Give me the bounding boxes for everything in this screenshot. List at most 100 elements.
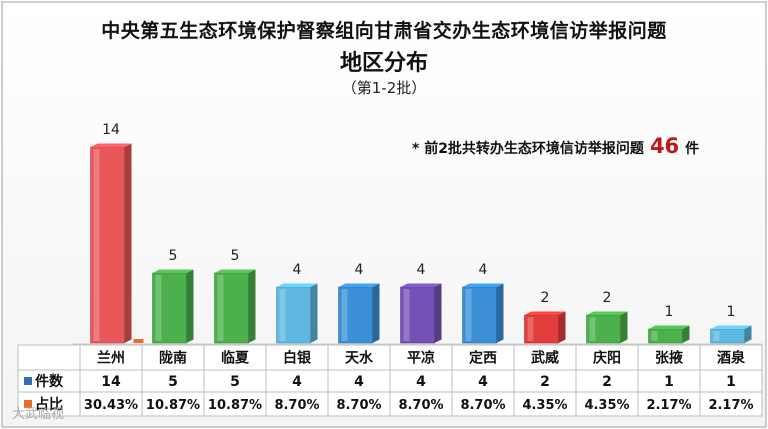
bar-highlight xyxy=(341,289,348,341)
percent-cell: 4.35% xyxy=(584,398,629,413)
bar-top xyxy=(648,325,690,329)
bar-highlight xyxy=(279,289,286,341)
percent-cell: 10.87% xyxy=(208,398,262,413)
percent-cell: 8.70% xyxy=(336,398,381,413)
category-label: 白银 xyxy=(283,350,312,367)
bar-1: 14 xyxy=(90,122,132,344)
bar-highlight xyxy=(93,149,100,341)
chart-subtitle: 地区分布 xyxy=(339,51,428,76)
batch-label: （第1-2批） xyxy=(341,79,427,97)
pct-series-marker xyxy=(133,339,144,343)
bar-highlight xyxy=(589,317,596,341)
percent-cell: 4.35% xyxy=(522,398,567,413)
bar-11: 1 xyxy=(710,304,752,344)
bar-top xyxy=(276,283,318,287)
bar-front xyxy=(400,286,435,344)
percent-cell: 8.70% xyxy=(398,398,443,413)
bar-side xyxy=(186,269,194,343)
bar-8: 2 xyxy=(524,290,566,344)
count-cell: 4 xyxy=(478,374,488,390)
bar-top xyxy=(524,311,566,315)
count-cell: 2 xyxy=(602,374,612,390)
bar-front xyxy=(276,286,311,344)
percent-cell: 8.70% xyxy=(274,398,319,413)
bar-side xyxy=(372,283,380,343)
bar-value-label: 2 xyxy=(603,290,612,306)
bar-side xyxy=(124,143,132,343)
count-cell: 5 xyxy=(230,374,240,390)
bar-highlight xyxy=(527,317,534,341)
bar-side xyxy=(744,325,752,343)
bar-top xyxy=(710,325,752,329)
bar-side xyxy=(558,311,566,343)
bar-highlight xyxy=(651,331,658,341)
bar-front xyxy=(524,314,559,344)
bar-top xyxy=(152,269,194,273)
bar-value-label: 1 xyxy=(665,304,674,320)
bar-top xyxy=(214,269,256,273)
count-cell: 5 xyxy=(168,374,178,390)
count-cell: 1 xyxy=(726,374,736,390)
count-cell: 4 xyxy=(354,374,364,390)
bar-highlight xyxy=(403,289,410,341)
category-label: 庆阳 xyxy=(593,350,621,367)
bar-side xyxy=(248,269,256,343)
category-label: 定西 xyxy=(469,350,497,367)
bar-7: 4 xyxy=(462,262,504,344)
bar-top xyxy=(586,311,628,315)
bar-value-label: 4 xyxy=(355,262,364,278)
bar-front xyxy=(152,272,187,344)
bar-10: 1 xyxy=(648,304,690,344)
bar-side xyxy=(682,325,690,343)
note-total: 46 xyxy=(649,134,680,158)
bar-value-label: 4 xyxy=(293,262,302,278)
bar-top xyxy=(462,283,504,287)
category-label: 平凉 xyxy=(407,350,435,367)
bar-value-label: 2 xyxy=(541,290,550,306)
category-label: 兰州 xyxy=(97,350,125,367)
category-label: 张掖 xyxy=(655,350,684,367)
watermark: 大武临视 xyxy=(12,407,65,422)
legend-label: 件数 xyxy=(35,373,64,390)
count-cell: 4 xyxy=(416,374,426,390)
bar-value-label: 1 xyxy=(727,304,736,320)
percent-cell: 30.43% xyxy=(84,398,138,413)
note-suffix: 件 xyxy=(685,141,700,157)
bar-highlight xyxy=(155,275,162,341)
category-label: 武威 xyxy=(531,350,559,367)
bar-3: 5 xyxy=(214,248,256,344)
bar-value-label: 14 xyxy=(102,122,120,138)
bar-4: 4 xyxy=(276,262,318,344)
bar-5: 4 xyxy=(338,262,380,344)
bar-side xyxy=(496,283,504,343)
bar-top xyxy=(90,143,132,147)
category-label: 酒泉 xyxy=(717,350,746,367)
note-prefix: * 前2批共转办生态环境信访举报问题 xyxy=(412,141,644,157)
percent-cell: 2.17% xyxy=(646,398,691,413)
bar-highlight xyxy=(713,331,720,341)
percent-cell: 2.17% xyxy=(708,398,753,413)
bar-value-label: 4 xyxy=(417,262,426,278)
bar-top xyxy=(338,283,380,287)
total-note: * 前2批共转办生态环境信访举报问题 46 件 xyxy=(412,134,699,158)
count-cell: 2 xyxy=(540,374,550,390)
bar-front xyxy=(338,286,373,344)
bar-9: 2 xyxy=(586,290,628,344)
percent-cell: 8.70% xyxy=(460,398,505,413)
bar-value-label: 4 xyxy=(479,262,488,278)
bar-6: 4 xyxy=(400,262,442,344)
legend-swatch xyxy=(24,377,32,385)
bar-top xyxy=(400,283,442,287)
count-cell: 14 xyxy=(101,374,121,390)
bar-highlight xyxy=(465,289,472,341)
legend-label: 占比 xyxy=(35,396,63,413)
category-label: 陇南 xyxy=(159,350,187,367)
bar-2: 5 xyxy=(152,248,194,344)
count-cell: 4 xyxy=(292,374,302,390)
bar-front xyxy=(90,146,125,344)
bar-side xyxy=(434,283,442,343)
category-label: 天水 xyxy=(345,350,374,367)
bar-front xyxy=(214,272,249,344)
